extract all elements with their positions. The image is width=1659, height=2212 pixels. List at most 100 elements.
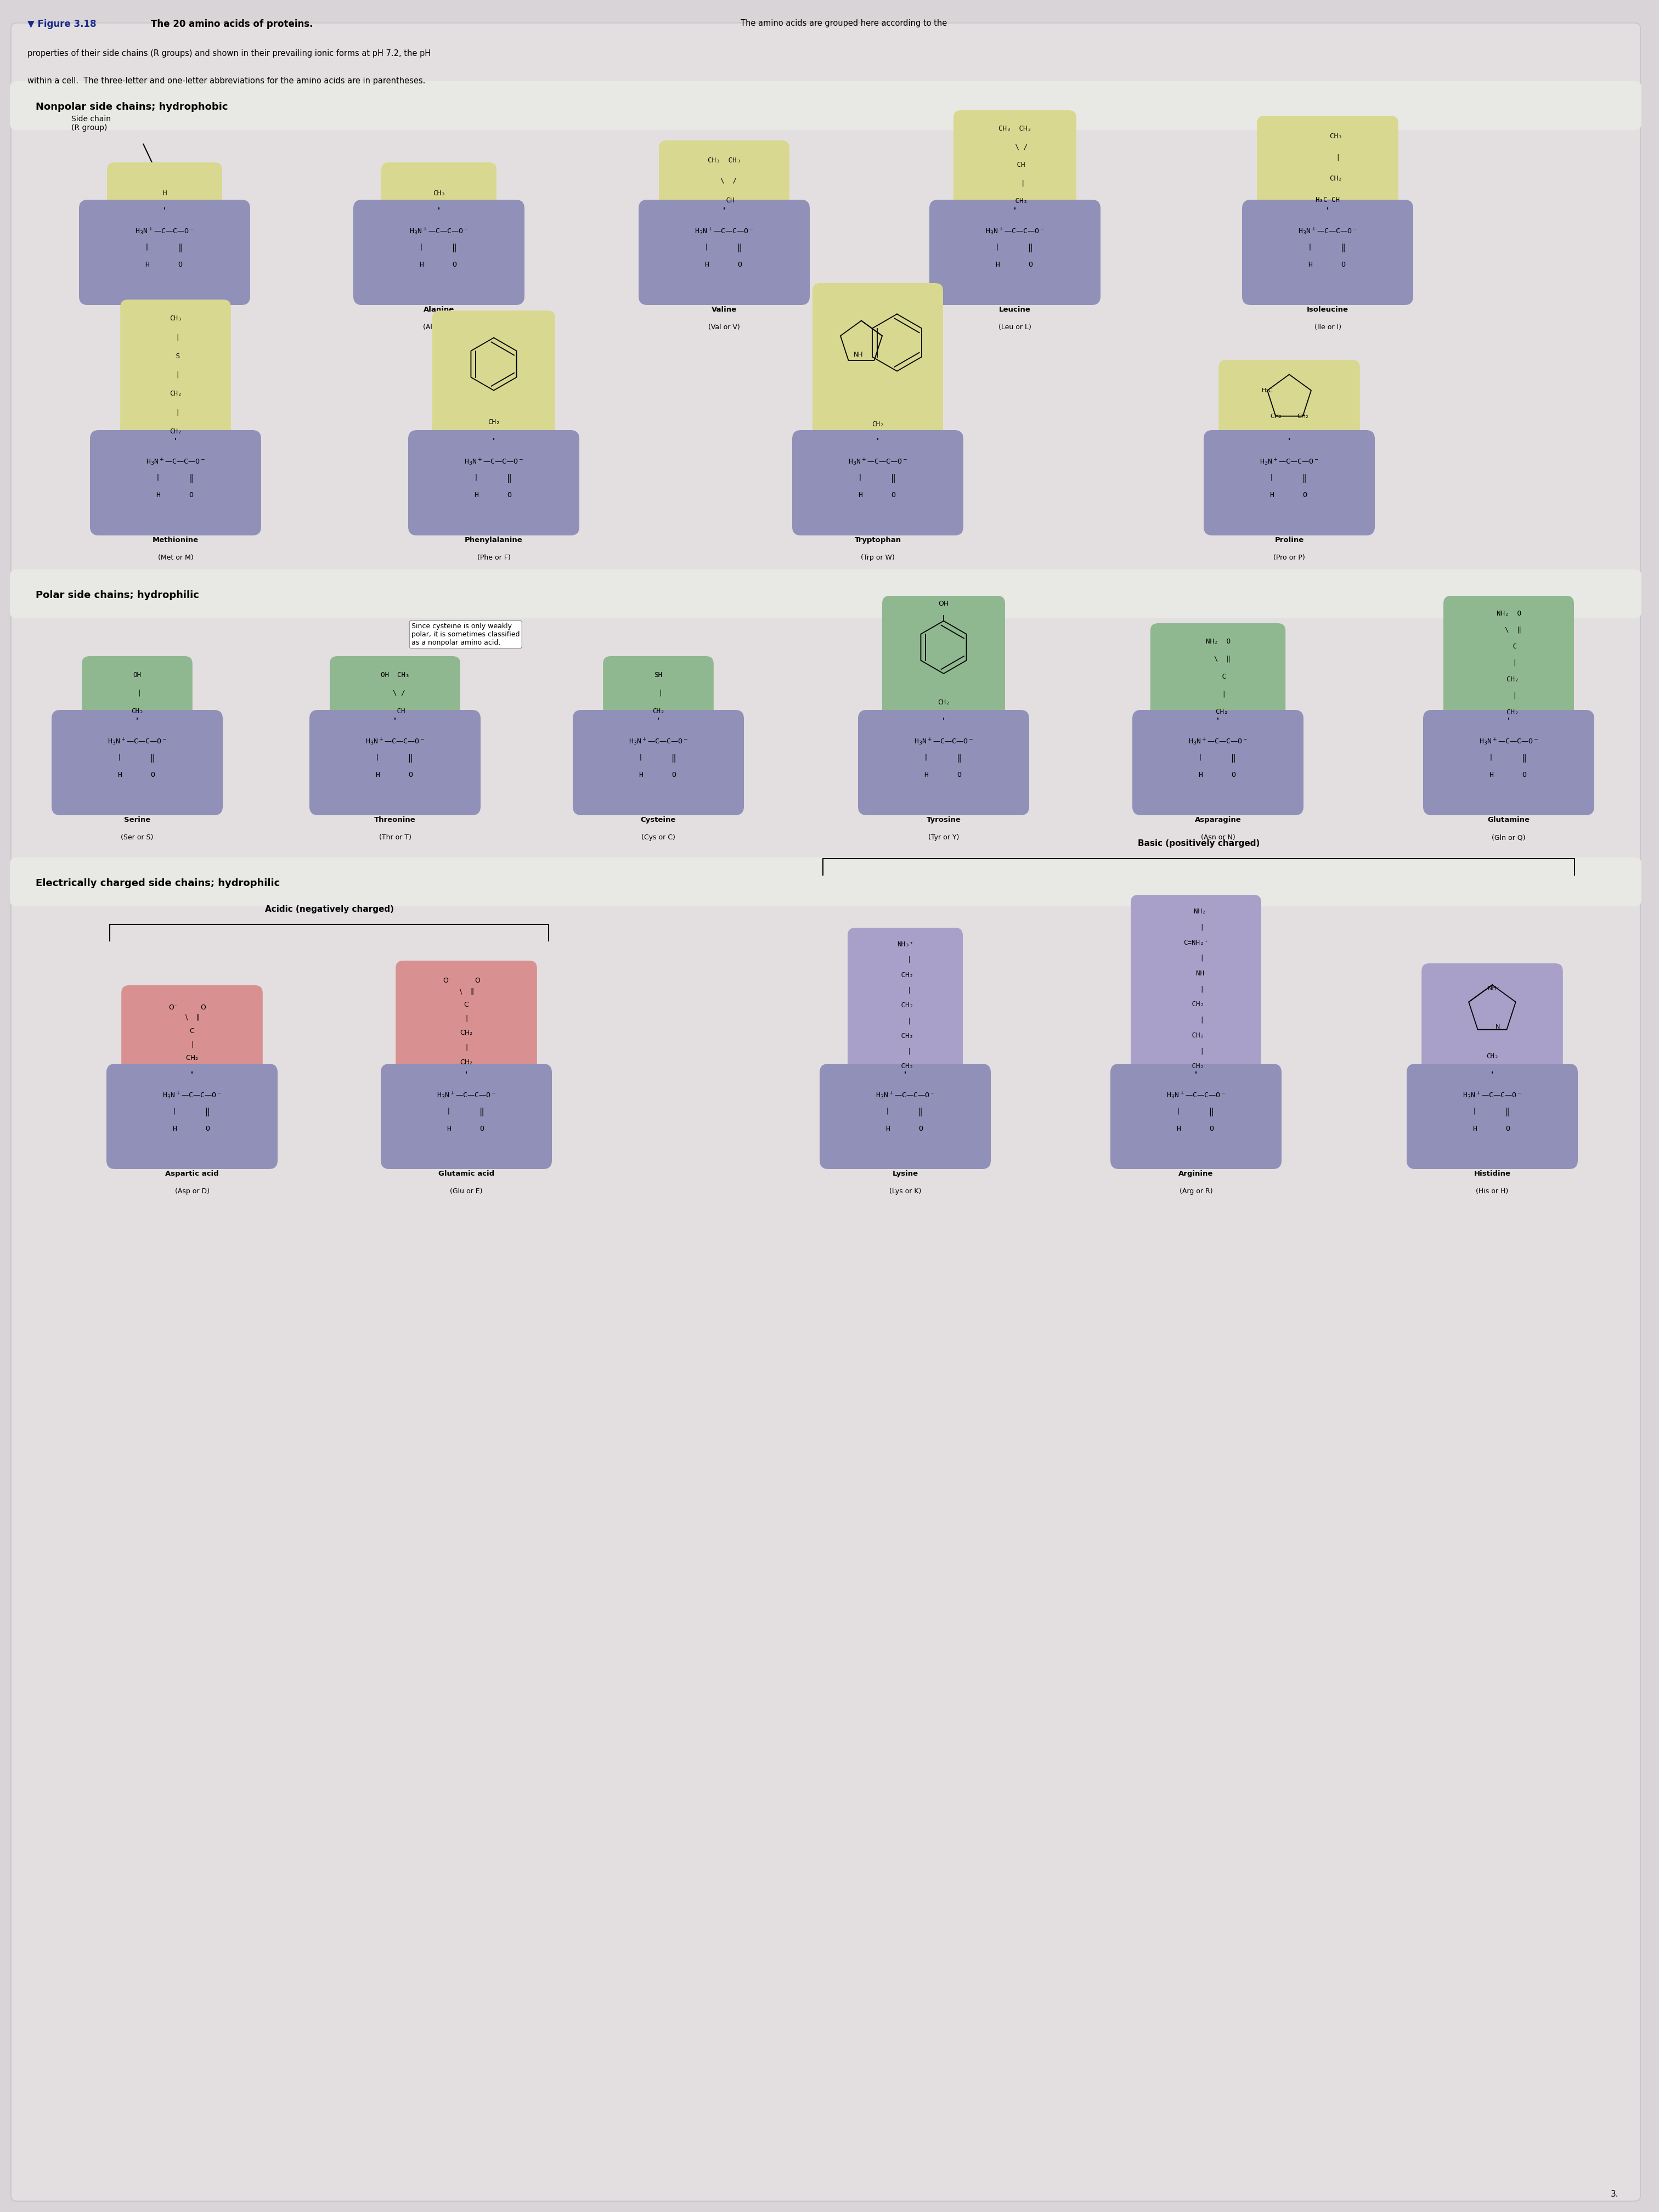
Text: O: O — [1029, 261, 1032, 268]
Text: CH₂: CH₂ — [1498, 708, 1520, 717]
Text: H: H — [173, 1126, 176, 1133]
Text: H$_3$N$^+$—C—C—O$^-$: H$_3$N$^+$—C—C—O$^-$ — [848, 458, 907, 467]
Text: CH₂: CH₂ — [652, 708, 665, 714]
Text: (His or H): (His or H) — [1477, 1188, 1508, 1194]
Text: |: | — [995, 243, 1000, 250]
Text: (Asp or D): (Asp or D) — [174, 1188, 209, 1194]
Text: CH₂: CH₂ — [937, 699, 951, 706]
Text: H: H — [1307, 261, 1312, 268]
Text: |: | — [474, 473, 478, 480]
Text: ‖: ‖ — [1029, 243, 1032, 252]
Text: C: C — [1500, 644, 1516, 650]
Text: Side chain
(R group): Side chain (R group) — [71, 115, 111, 133]
Text: O: O — [672, 772, 675, 779]
FancyBboxPatch shape — [121, 984, 262, 1079]
FancyBboxPatch shape — [659, 139, 790, 217]
FancyBboxPatch shape — [820, 1064, 990, 1170]
Text: CH₂: CH₂ — [169, 427, 182, 436]
Text: CH: CH — [713, 197, 735, 204]
Text: \: \ — [460, 989, 461, 995]
FancyBboxPatch shape — [1422, 964, 1563, 1079]
Text: ‖: ‖ — [469, 989, 473, 995]
Text: ‖: ‖ — [672, 754, 677, 763]
Text: O: O — [1231, 772, 1236, 779]
FancyBboxPatch shape — [1423, 710, 1594, 816]
Text: O: O — [201, 1004, 206, 1011]
Text: H$_3$N$^+$—C—C—O$^-$: H$_3$N$^+$—C—C—O$^-$ — [985, 228, 1045, 237]
Text: |: | — [1188, 956, 1204, 962]
Text: |: | — [375, 754, 380, 761]
Text: ‖: ‖ — [506, 473, 511, 482]
Text: ‖: ‖ — [189, 473, 194, 482]
Text: CH₂: CH₂ — [186, 1055, 199, 1062]
Text: H: H — [1198, 772, 1203, 779]
Text: CH₂: CH₂ — [1271, 414, 1281, 418]
Text: CH₃  CH₃: CH₃ CH₃ — [999, 126, 1032, 133]
Text: O⁻: O⁻ — [168, 1004, 178, 1011]
Text: |: | — [639, 754, 644, 761]
Text: |: | — [1188, 1046, 1204, 1055]
Text: |: | — [899, 1048, 911, 1055]
Text: O: O — [474, 978, 479, 984]
Text: CH₂: CH₂ — [898, 971, 914, 978]
FancyBboxPatch shape — [572, 710, 743, 816]
FancyBboxPatch shape — [353, 199, 524, 305]
Text: ▼ Figure 3.18: ▼ Figure 3.18 — [28, 20, 96, 29]
Text: H: H — [858, 491, 863, 498]
Text: O: O — [151, 772, 154, 779]
Text: C: C — [465, 1002, 469, 1009]
Text: H$_3$N$^+$—C—C—O$^-$: H$_3$N$^+$—C—C—O$^-$ — [914, 737, 974, 745]
Text: (Glu or E): (Glu or E) — [450, 1188, 483, 1194]
Text: H: H — [886, 1126, 889, 1133]
Text: (Cys or C): (Cys or C) — [642, 834, 675, 841]
Text: C=NH₂⁺: C=NH₂⁺ — [1183, 940, 1208, 947]
Text: ‖: ‖ — [1340, 243, 1345, 252]
Text: Alanine: Alanine — [423, 305, 455, 314]
Text: H$_3$N$^+$—C—C—O$^-$: H$_3$N$^+$—C—C—O$^-$ — [1463, 1091, 1521, 1099]
Text: |: | — [1307, 243, 1312, 250]
Text: |: | — [171, 334, 179, 341]
Text: CH₂: CH₂ — [1208, 708, 1228, 714]
Text: ‖: ‖ — [957, 754, 961, 763]
FancyBboxPatch shape — [1258, 115, 1399, 217]
Text: |: | — [1188, 987, 1204, 993]
Text: |: | — [173, 1108, 176, 1115]
Text: Phenylalanine: Phenylalanine — [465, 538, 523, 544]
Text: Serine: Serine — [124, 816, 151, 823]
FancyBboxPatch shape — [1150, 624, 1286, 726]
Text: (Lys or K): (Lys or K) — [889, 1188, 921, 1194]
Text: H$_3$N$^+$—C—C—O$^-$: H$_3$N$^+$—C—C—O$^-$ — [134, 228, 194, 237]
Text: |: | — [899, 987, 911, 993]
Text: H$_3$N$^+$—C—C—O$^-$: H$_3$N$^+$—C—C—O$^-$ — [876, 1091, 936, 1099]
Text: |: | — [1188, 925, 1204, 931]
Text: H$_3$N$^+$—C—C—O$^-$: H$_3$N$^+$—C—C—O$^-$ — [410, 228, 469, 237]
Text: |: | — [886, 1108, 889, 1115]
Text: H: H — [1473, 1126, 1477, 1133]
Text: H$_3$N$^+$—C—C—O$^-$: H$_3$N$^+$—C—C—O$^-$ — [1478, 737, 1538, 745]
FancyBboxPatch shape — [395, 960, 538, 1079]
FancyBboxPatch shape — [1204, 429, 1375, 535]
Text: (Trp or W): (Trp or W) — [861, 553, 894, 562]
Text: H$_3$N$^+$—C—C—O$^-$: H$_3$N$^+$—C—C—O$^-$ — [1188, 737, 1248, 745]
Text: |: | — [420, 243, 423, 250]
Text: H: H — [420, 261, 423, 268]
Text: (Ala or A): (Ala or A) — [423, 323, 455, 332]
FancyBboxPatch shape — [51, 710, 222, 816]
FancyBboxPatch shape — [10, 82, 1641, 131]
FancyBboxPatch shape — [12, 22, 1641, 2201]
Text: S: S — [171, 352, 179, 361]
Text: ‖: ‖ — [1209, 1108, 1214, 1117]
Text: |: | — [1188, 1015, 1204, 1024]
Text: ‖: ‖ — [1302, 473, 1307, 482]
Text: C: C — [189, 1029, 194, 1035]
FancyBboxPatch shape — [1110, 1064, 1281, 1170]
Text: H$_3$N$^+$—C—C—O$^-$: H$_3$N$^+$—C—C—O$^-$ — [695, 228, 753, 237]
Text: 3.: 3. — [1611, 2190, 1619, 2199]
Text: |: | — [144, 243, 149, 250]
Text: H: H — [375, 772, 380, 779]
FancyBboxPatch shape — [1133, 710, 1304, 816]
Text: \  ‖: \ ‖ — [1496, 626, 1521, 633]
Text: CH₂: CH₂ — [898, 1064, 914, 1071]
Text: CH₃: CH₃ — [169, 314, 182, 323]
FancyBboxPatch shape — [1131, 896, 1261, 1079]
